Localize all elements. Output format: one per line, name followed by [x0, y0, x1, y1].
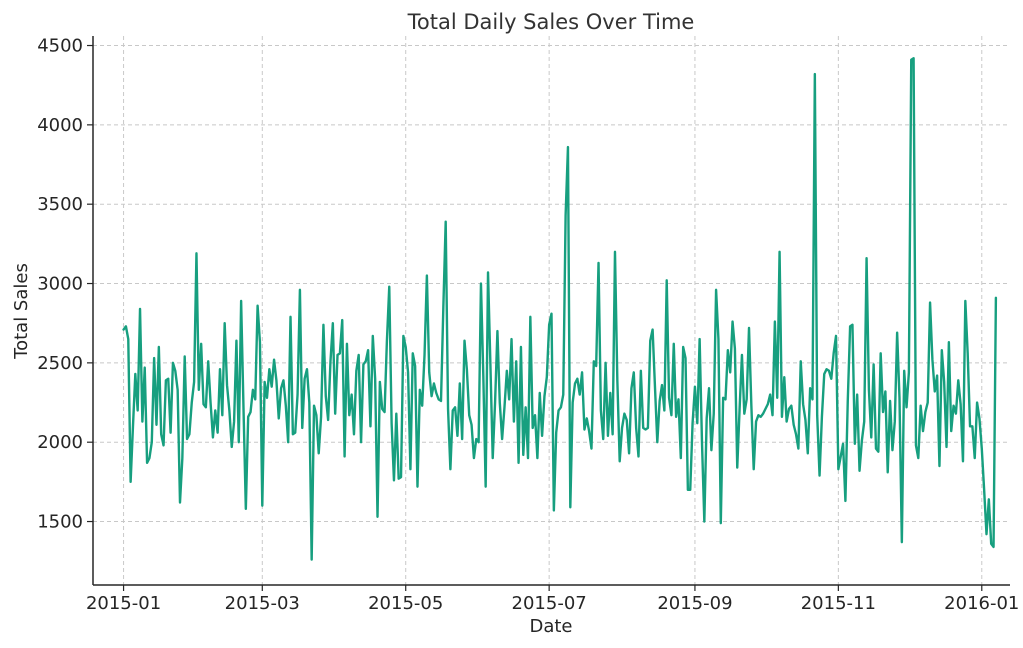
x-tick-label: 2016-01	[944, 593, 1019, 614]
y-axis-ticks: 1500 2000 2500 3000 3500 4000 4500	[37, 36, 93, 533]
x-tick-label: 2015-11	[801, 593, 876, 614]
y-tick-label: 2000	[37, 432, 83, 453]
y-tick-label: 4000	[37, 115, 83, 136]
y-tick-label: 1500	[37, 512, 83, 533]
y-tick-label: 3000	[37, 274, 83, 295]
x-tick-label: 2015-01	[86, 593, 161, 614]
y-tick-label: 4500	[37, 36, 83, 57]
y-tick-label: 3500	[37, 194, 83, 215]
x-tick-label: 2015-05	[368, 593, 443, 614]
x-tick-label: 2015-09	[657, 593, 732, 614]
sales-series-line	[122, 57, 998, 561]
axes	[92, 36, 1010, 586]
x-axis-ticks: 2015-01 2015-03 2015-05 2015-07 2015-09 2015-…	[86, 585, 1019, 614]
x-tick-label: 2015-03	[225, 593, 300, 614]
y-tick-label: 2500	[37, 353, 83, 374]
y-axis-title: Total Sales	[11, 263, 32, 360]
series-layer	[122, 57, 998, 561]
chart-title: Total Daily Sales Over Time	[407, 10, 695, 34]
x-tick-label: 2015-07	[512, 593, 587, 614]
x-axis-title: Date	[529, 616, 572, 637]
